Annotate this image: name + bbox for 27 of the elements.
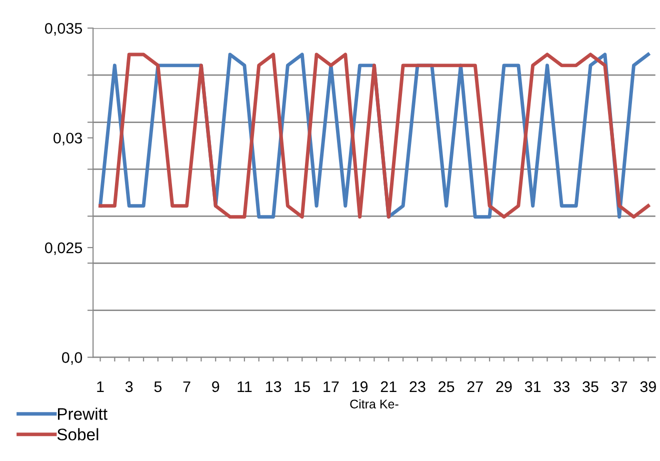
y-tick-label: 0,025 [45, 242, 82, 256]
x-tick-label: 11 [238, 381, 252, 392]
x-tick-label: 1 [97, 381, 104, 392]
x-tick-label: 39 [640, 381, 656, 392]
x-tick-label: 29 [496, 381, 512, 392]
y-tick-label: 0,03 [54, 132, 82, 146]
x-tick-label: 21 [380, 381, 396, 392]
legend-label: Sobel [57, 428, 98, 440]
x-tick-label: 5 [154, 381, 162, 392]
x-tick-label: 15 [294, 381, 310, 392]
x-tick-label: 3 [125, 381, 133, 392]
y-tick-label: 0,035 [45, 22, 82, 36]
x-tick-label: 33 [554, 381, 570, 392]
x-tick-label: 27 [467, 381, 483, 392]
x-tick-label: 23 [410, 381, 426, 392]
x-tick-label: 7 [183, 381, 190, 392]
x-tick-label: 35 [582, 381, 598, 392]
x-tick-label: 17 [324, 381, 339, 392]
x-axis-title: Citra Ke- [350, 399, 398, 408]
x-tick-label: 13 [266, 381, 282, 392]
x-tick-label: 19 [352, 381, 368, 392]
y-tick-label: 0,0 [62, 352, 82, 365]
x-tick-label: 9 [212, 381, 220, 392]
x-tick-label: 25 [438, 381, 454, 392]
x-tick-label: 37 [611, 381, 628, 392]
legend-label: Prewitt [58, 408, 108, 420]
x-tick-label: 31 [524, 381, 541, 392]
